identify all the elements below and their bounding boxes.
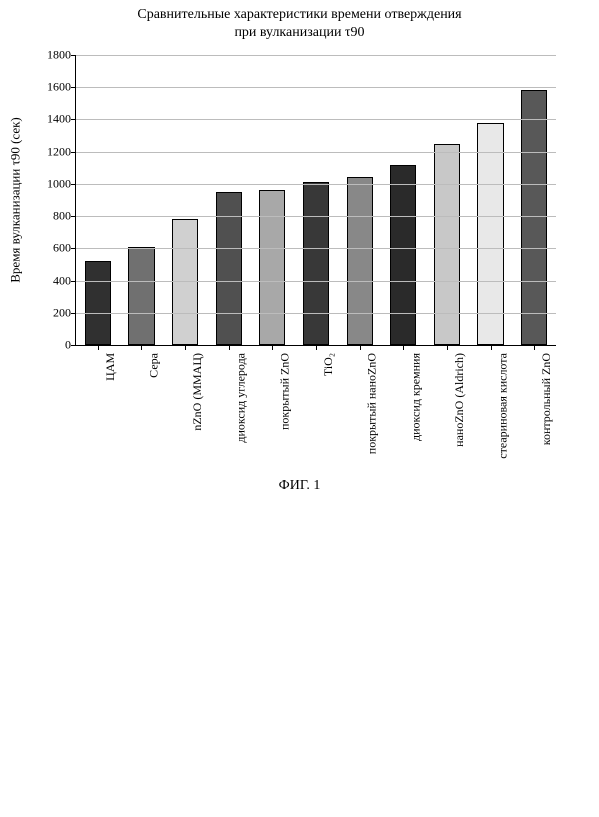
bars-layer [76, 55, 556, 345]
y-tick-label: 1400 [21, 112, 71, 127]
x-tick-label: Сера [146, 353, 161, 424]
y-tick-label: 1200 [21, 144, 71, 159]
y-tick-mark [71, 55, 76, 56]
grid-line [76, 281, 556, 282]
y-tick-label: 0 [21, 338, 71, 353]
plot-area [75, 55, 556, 346]
grid-line [76, 87, 556, 88]
x-tick-label: TiO₂ [321, 353, 336, 599]
y-tick-mark [71, 216, 76, 217]
grid-line [76, 55, 556, 56]
y-tick-label: 800 [21, 209, 71, 224]
chart-title: Сравнительные характеристики времени отв… [0, 6, 599, 41]
bar [477, 123, 503, 345]
x-tick-label: ЦАМ [103, 353, 118, 381]
bar [85, 261, 111, 345]
figure-container: Сравнительные характеристики времени отв… [0, 0, 599, 500]
x-tick-label: nZnO (ММАЦ) [190, 353, 205, 468]
x-tick-label: покрытый ZnO [277, 353, 292, 555]
bar [259, 190, 285, 345]
y-tick-mark [71, 313, 76, 314]
grid-line [76, 216, 556, 217]
y-tick-label: 600 [21, 241, 71, 256]
grid-line [76, 119, 556, 120]
bar [303, 182, 329, 345]
grid-line [76, 152, 556, 153]
y-axis-label-container: Время вулканизации τ90 (сек) [8, 55, 24, 345]
figure-caption: ФИГ. 1 [0, 478, 599, 494]
y-tick-label: 1800 [21, 48, 71, 63]
grid-line [76, 313, 556, 314]
y-tick-label: 1000 [21, 176, 71, 191]
y-tick-mark [71, 152, 76, 153]
x-tick-label: контрольный ZnO [539, 353, 554, 817]
y-tick-label: 1600 [21, 80, 71, 95]
bar [347, 177, 373, 345]
x-tick-labels: ЦАМСераnZnO (ММАЦ)диоксид углеродапокрыт… [75, 349, 555, 469]
y-tick-mark [71, 281, 76, 282]
bar [128, 247, 154, 345]
y-axis-label: Время вулканизации τ90 (сек) [8, 117, 24, 282]
bar [172, 219, 198, 345]
x-tick-label: наноZnO (Aldrich) [452, 353, 467, 730]
bar [521, 90, 547, 345]
y-tick-label: 400 [21, 273, 71, 288]
grid-line [76, 184, 556, 185]
y-tick-mark [71, 345, 76, 346]
y-tick-mark [71, 87, 76, 88]
y-tick-label: 200 [21, 305, 71, 320]
y-tick-mark [71, 119, 76, 120]
x-tick-label: покрытый наноZnO [365, 353, 380, 643]
x-tick-label: диоксид кремния [408, 353, 423, 686]
grid-line [76, 248, 556, 249]
bar [434, 144, 460, 345]
bar [390, 165, 416, 345]
y-tick-mark [71, 184, 76, 185]
x-tick-label: стеариновая кислота [496, 353, 511, 774]
bar [216, 192, 242, 345]
y-tick-mark [71, 248, 76, 249]
